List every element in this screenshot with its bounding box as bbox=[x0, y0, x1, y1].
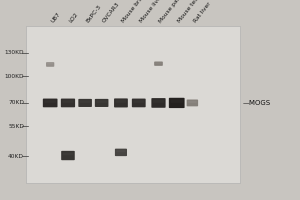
FancyBboxPatch shape bbox=[96, 100, 107, 103]
Text: 40KD: 40KD bbox=[8, 154, 24, 159]
Text: —MOGS: —MOGS bbox=[243, 100, 271, 106]
FancyBboxPatch shape bbox=[95, 99, 108, 107]
FancyBboxPatch shape bbox=[154, 62, 163, 66]
Text: OVCAR3: OVCAR3 bbox=[102, 2, 121, 24]
FancyBboxPatch shape bbox=[132, 99, 146, 107]
Text: 55KD: 55KD bbox=[8, 124, 24, 129]
Text: 70KD: 70KD bbox=[8, 100, 24, 105]
FancyBboxPatch shape bbox=[116, 100, 126, 103]
FancyBboxPatch shape bbox=[114, 98, 128, 107]
FancyBboxPatch shape bbox=[115, 149, 127, 156]
FancyBboxPatch shape bbox=[80, 100, 90, 103]
FancyBboxPatch shape bbox=[187, 100, 198, 106]
Text: Mouse brain: Mouse brain bbox=[121, 0, 147, 24]
FancyBboxPatch shape bbox=[152, 98, 166, 108]
FancyBboxPatch shape bbox=[134, 100, 144, 103]
FancyBboxPatch shape bbox=[44, 100, 56, 103]
Text: U87: U87 bbox=[50, 12, 61, 24]
FancyBboxPatch shape bbox=[153, 100, 164, 103]
FancyBboxPatch shape bbox=[116, 150, 126, 152]
FancyBboxPatch shape bbox=[63, 153, 73, 155]
FancyBboxPatch shape bbox=[78, 99, 92, 107]
FancyBboxPatch shape bbox=[188, 101, 197, 103]
FancyBboxPatch shape bbox=[62, 100, 74, 103]
FancyBboxPatch shape bbox=[61, 151, 75, 160]
FancyBboxPatch shape bbox=[61, 99, 75, 107]
FancyBboxPatch shape bbox=[169, 98, 184, 108]
FancyBboxPatch shape bbox=[171, 100, 183, 103]
FancyBboxPatch shape bbox=[43, 99, 58, 107]
Text: Mouse liver: Mouse liver bbox=[139, 0, 164, 24]
FancyBboxPatch shape bbox=[155, 62, 162, 64]
Text: Mouse pancreas: Mouse pancreas bbox=[158, 0, 192, 24]
Text: 130KD: 130KD bbox=[4, 50, 24, 55]
Text: LO2: LO2 bbox=[68, 12, 79, 24]
Bar bbox=[26, 26, 240, 183]
Text: Rat liver: Rat liver bbox=[192, 2, 212, 24]
FancyBboxPatch shape bbox=[46, 62, 54, 67]
Text: Mouse testis: Mouse testis bbox=[177, 0, 204, 24]
Text: 100KD: 100KD bbox=[4, 74, 24, 79]
Text: BxPC-3: BxPC-3 bbox=[85, 4, 102, 24]
FancyBboxPatch shape bbox=[47, 63, 53, 64]
